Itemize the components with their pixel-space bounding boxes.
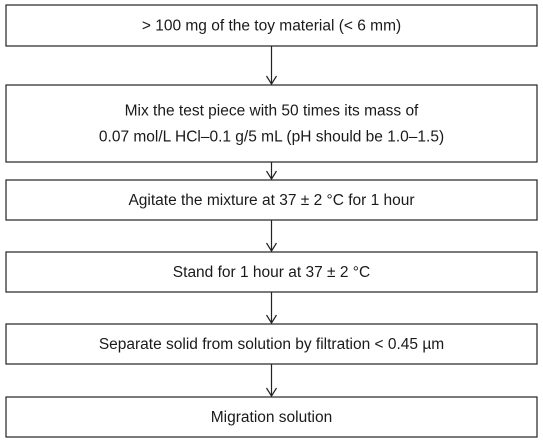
step-box bbox=[5, 396, 538, 438]
step-box bbox=[5, 251, 538, 293]
arrow-head bbox=[265, 75, 278, 86]
step-text: Agitate the mixture at 37 ± 2 °C for 1 h… bbox=[128, 192, 414, 209]
step-text: Separate solid from solution by filtrati… bbox=[99, 336, 444, 353]
arrow-head bbox=[265, 387, 278, 398]
arrow-head bbox=[265, 242, 278, 253]
step-text: Stand for 1 hour at 37 ± 2 °C bbox=[173, 264, 370, 281]
step-box bbox=[5, 84, 538, 163]
step-text: 0.07 mol/L HCl–0.1 g/5 mL (pH should be … bbox=[99, 129, 444, 146]
step-text: Mix the test piece with 50 times its mas… bbox=[125, 103, 419, 120]
step-box bbox=[5, 4, 538, 47]
arrow-head bbox=[265, 170, 278, 181]
arrow-head bbox=[265, 314, 278, 325]
step-text: Migration solution bbox=[211, 409, 332, 426]
step-box bbox=[5, 323, 538, 365]
step-text: > 100 mg of the toy material (< 6 mm) bbox=[142, 18, 401, 35]
